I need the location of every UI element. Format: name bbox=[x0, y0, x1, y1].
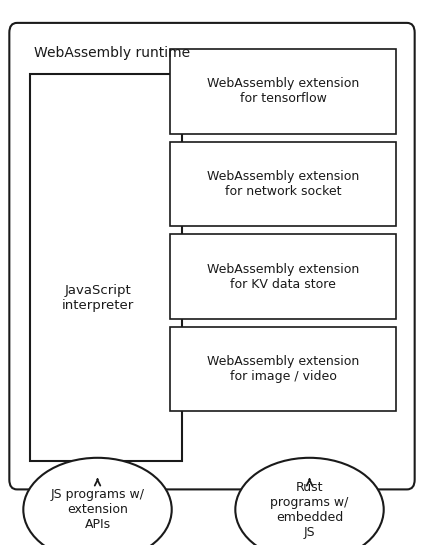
Bar bbox=[170, 142, 396, 226]
Text: WebAssembly extension
for KV data store: WebAssembly extension for KV data store bbox=[207, 263, 359, 290]
Text: WebAssembly extension
for image / video: WebAssembly extension for image / video bbox=[207, 355, 359, 383]
Ellipse shape bbox=[23, 458, 172, 545]
FancyBboxPatch shape bbox=[9, 23, 415, 489]
Text: Rust
programs w/
embedded
JS: Rust programs w/ embedded JS bbox=[271, 481, 349, 538]
Text: JavaScript
interpreter: JavaScript interpreter bbox=[62, 284, 134, 312]
Bar bbox=[170, 49, 396, 134]
Text: WebAssembly extension
for network socket: WebAssembly extension for network socket bbox=[207, 170, 359, 198]
Text: WebAssembly extension
for tensorflow: WebAssembly extension for tensorflow bbox=[207, 77, 359, 105]
Bar bbox=[170, 234, 396, 319]
Bar bbox=[30, 74, 182, 461]
Text: JS programs w/
extension
APIs: JS programs w/ extension APIs bbox=[50, 488, 145, 531]
Bar bbox=[170, 327, 396, 411]
Text: WebAssembly runtime: WebAssembly runtime bbox=[34, 46, 190, 60]
Ellipse shape bbox=[235, 458, 384, 545]
